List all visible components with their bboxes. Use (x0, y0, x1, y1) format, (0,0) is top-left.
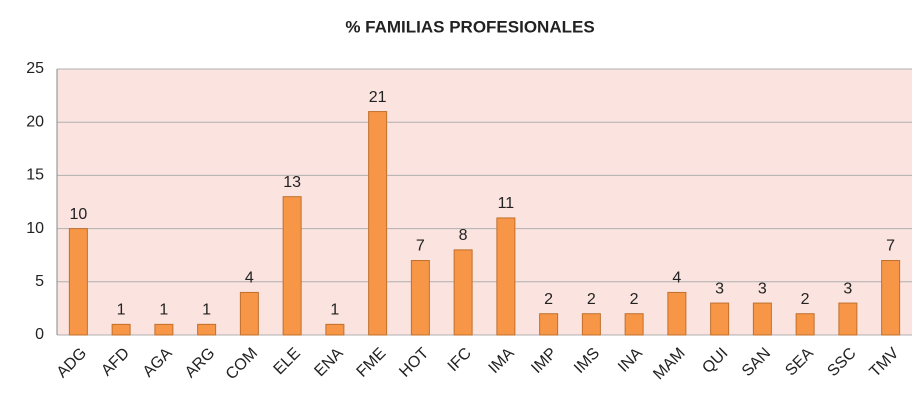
data-label: 2 (544, 291, 553, 308)
data-label: 1 (202, 302, 211, 319)
data-label: 10 (69, 206, 87, 223)
data-label: 7 (416, 238, 425, 255)
data-label: 3 (843, 280, 852, 297)
x-tick-label: SEA (782, 345, 817, 380)
y-tick-label: 15 (26, 167, 44, 184)
x-tick-label: TMV (867, 345, 903, 381)
x-tick-label: ARG (182, 345, 219, 382)
x-tick-label: AGA (140, 345, 176, 381)
x-tick-label: IMA (486, 345, 518, 377)
bar (68, 228, 88, 336)
x-tick-label: SSC (824, 345, 859, 380)
data-label: 1 (117, 302, 126, 319)
x-tick-label: ENA (311, 345, 347, 381)
bar (154, 323, 174, 336)
x-tick-label: SAN (739, 345, 774, 380)
bar (111, 323, 131, 336)
x-tick-label: IFC (445, 345, 475, 375)
chart-title: % FAMILIAS PROFESIONALES (345, 17, 594, 36)
bar (496, 217, 516, 336)
bar (881, 260, 901, 336)
bar (239, 291, 259, 336)
data-label: 2 (630, 291, 639, 308)
y-tick-label: 25 (26, 60, 44, 77)
y-tick-label: 10 (26, 220, 44, 237)
bar (581, 313, 601, 336)
data-label: 1 (159, 302, 168, 319)
x-tick-label: COM (223, 345, 261, 383)
x-tick-label: QUI (699, 345, 731, 377)
bar (667, 291, 687, 336)
bar (838, 302, 858, 336)
bar (410, 260, 430, 336)
bar (624, 313, 644, 336)
x-tick-label: INA (615, 345, 646, 376)
data-label: 11 (498, 195, 515, 212)
data-label: 21 (369, 89, 387, 106)
data-label: 8 (459, 227, 468, 244)
bar (282, 196, 302, 336)
bar (710, 302, 730, 336)
x-tick-label: AFD (98, 345, 133, 380)
y-tick-label: 0 (35, 326, 44, 343)
bar (197, 323, 217, 336)
bar (325, 323, 345, 336)
data-label: 13 (283, 174, 301, 191)
data-label: 4 (245, 270, 254, 287)
y-tick-label: 20 (26, 113, 44, 130)
data-label: 3 (715, 280, 724, 297)
bar (368, 111, 388, 336)
x-tick-label: IMS (571, 345, 603, 377)
bar (795, 313, 815, 336)
x-tick-label: IMP (528, 345, 560, 377)
x-tick-label: ELE (271, 345, 304, 378)
plot-area (57, 69, 912, 335)
x-tick-label: FME (354, 345, 390, 381)
data-label: 3 (758, 280, 767, 297)
x-tick-label: ADG (54, 345, 91, 382)
data-label: 1 (330, 302, 339, 319)
data-label: 4 (672, 270, 681, 287)
data-label: 2 (801, 291, 810, 308)
x-tick-label: MAM (650, 345, 688, 383)
x-tick-label: HOT (396, 345, 432, 381)
bar (752, 302, 772, 336)
bar (453, 249, 473, 336)
data-label: 7 (886, 238, 895, 255)
y-tick-label: 5 (35, 273, 44, 290)
data-label: 2 (587, 291, 596, 308)
bar (539, 313, 559, 336)
